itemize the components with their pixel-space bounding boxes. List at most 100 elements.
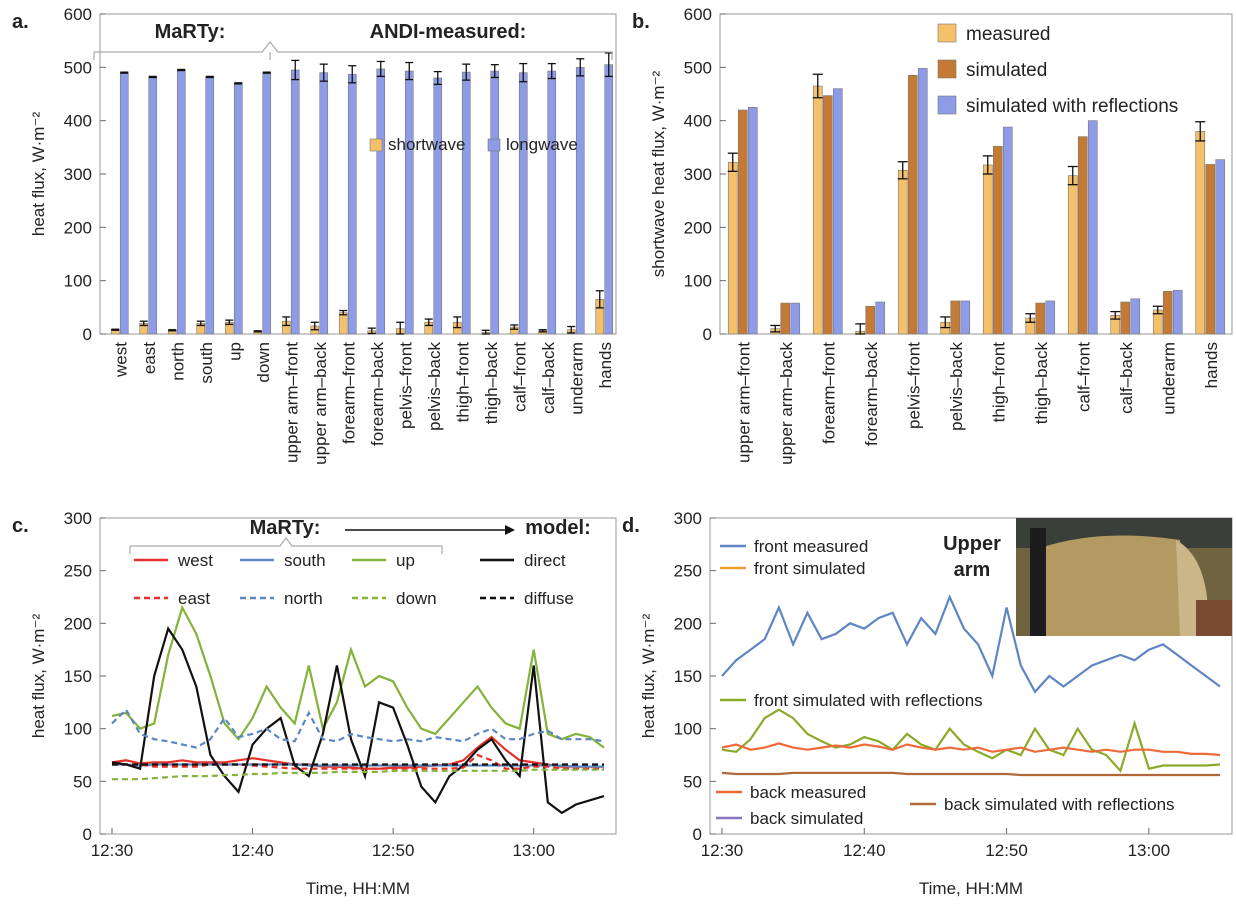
b-bar-simulated [1205,164,1216,335]
b-category-label: pelvis–front [904,342,923,429]
a-legend-label-shortwave: shortwave [388,135,465,154]
b-bar-measured [1195,131,1206,335]
a-bar-longwave [404,70,414,335]
c-ytick-label: 0 [83,825,92,844]
c-ytick-label: 50 [73,772,92,791]
a-bar-longwave [461,71,471,335]
b-bar-measured [1067,175,1078,335]
c-xtick-label: 12:50 [372,841,415,860]
c-series-line-east [112,753,604,770]
b-bar-simulated [737,109,748,335]
c-xtick-label: 12:40 [231,841,274,860]
a-bar-longwave [319,72,329,335]
d-inset-photo-bench [1196,600,1232,636]
c-ytick-label: 150 [64,667,92,686]
b-bar-simulated [950,300,961,335]
d-xtick-label: 13:00 [1128,841,1171,860]
b-legend-label-measured: measured [966,24,1051,45]
b-bar-simulated_refl [832,88,843,335]
b-legend-label-simulated_refl: simulated with reflections [966,96,1178,117]
c-ytick-label: 300 [64,509,92,528]
c-ylabel: heat flux, W·m⁻² [29,614,48,739]
a-bar-shortwave [338,312,348,335]
d-series-line-front-measured [721,594,1221,694]
a-group-bracket [93,41,613,60]
c-group-bracket [129,537,443,554]
a-bar-longwave [233,83,243,335]
d-series-line-back-simulated-with-reflections [721,771,1220,777]
c-ytick-label: 250 [64,562,92,581]
c-legend-label-down: down [396,589,437,608]
b-bar-simulated [780,302,791,335]
b-legend-swatch-simulated_refl [937,95,957,115]
a-bar-longwave [347,73,357,335]
b-category-label: calf–front [1074,342,1093,412]
b-category-label: calf–back [1117,342,1136,414]
c-legend-label-up: up [396,551,415,570]
b-legend-label-simulated: simulated [966,60,1047,81]
d-ytick-label: 200 [674,614,702,633]
b-bar-simulated_refl [747,107,758,335]
b-category-label: pelvis–back [947,342,966,431]
b-legend-swatch-measured [937,23,957,43]
b-ytick-label: 0 [703,325,712,344]
c-legend-label-north: north [284,589,323,608]
a-ytick-label: 500 [64,58,92,77]
a-bar-longwave [433,77,443,335]
c-series-line-direct [111,626,605,815]
b-ytick-label: 500 [684,58,712,77]
a-bar-longwave [262,72,272,335]
a-ytick-label: 0 [83,325,92,344]
b-ytick-label: 300 [684,165,712,184]
c-group-label-marty: MaRTy: [250,517,321,539]
b-ytick-label: 600 [684,5,712,24]
d-ytick-label: 100 [674,720,702,739]
b-bar-simulated [822,95,833,335]
c-legend-label-east: east [178,589,210,608]
d-ytick-label: 0 [693,825,702,844]
a-bar-longwave [205,76,215,335]
b-category-label: upper arm–back [777,342,796,465]
b-category-label: hands [1202,342,1221,388]
d-xtick-label: 12:30 [701,841,744,860]
d-ytick-label: 250 [674,562,702,581]
a-category-label: up [225,342,244,361]
c-legend-label-west: west [177,551,213,570]
b-ytick-label: 100 [684,272,712,291]
a-bar-longwave [547,70,557,335]
d-ytick-label: 150 [674,667,702,686]
b-bar-measured [982,164,993,335]
c-series-line-down [112,768,604,781]
b-ylabel: shortwave heat flux, W·m⁻² [649,70,668,277]
b-ytick-label: 400 [684,112,712,131]
b-category-label: upper arm–front [734,342,753,463]
a-bar-longwave [490,70,500,335]
c-group-arrow-head [505,525,515,535]
c-xtick-label: 13:00 [512,841,555,860]
a-legend-label-longwave: longwave [506,135,578,154]
a-category-label: west [111,342,130,378]
d-ylabel: heat flux, W·m⁻² [639,614,658,739]
a-category-label: forearm–back [368,342,387,446]
d-inset-label-line2: arm [954,559,991,581]
b-bar-measured [812,85,823,335]
c-series-line-up [111,604,605,749]
a-category-label: upper arm–front [282,342,301,463]
b-bar-simulated [1162,291,1173,335]
c-xlabel: Time, HH:MM [306,879,410,898]
c-legend-label-direct: direct [524,551,566,570]
d-panel-label: d. [622,515,640,537]
a-category-label: east [140,342,159,374]
b-bar-simulated_refl [875,301,886,335]
a-category-label: forearm–front [339,342,358,444]
c-ytick-label: 100 [64,720,92,739]
c-ytick-label: 200 [64,614,92,633]
d-inset-photo-strap [1030,528,1046,636]
d-legend-label-back-simulated: back simulated [750,809,863,828]
c-xtick-label: 12:30 [91,841,134,860]
c-group-label-model: model: [525,517,591,539]
a-group-label-marty: MaRTy: [155,21,226,43]
a-ytick-label: 600 [64,5,92,24]
b-bar-simulated_refl [1215,159,1226,335]
